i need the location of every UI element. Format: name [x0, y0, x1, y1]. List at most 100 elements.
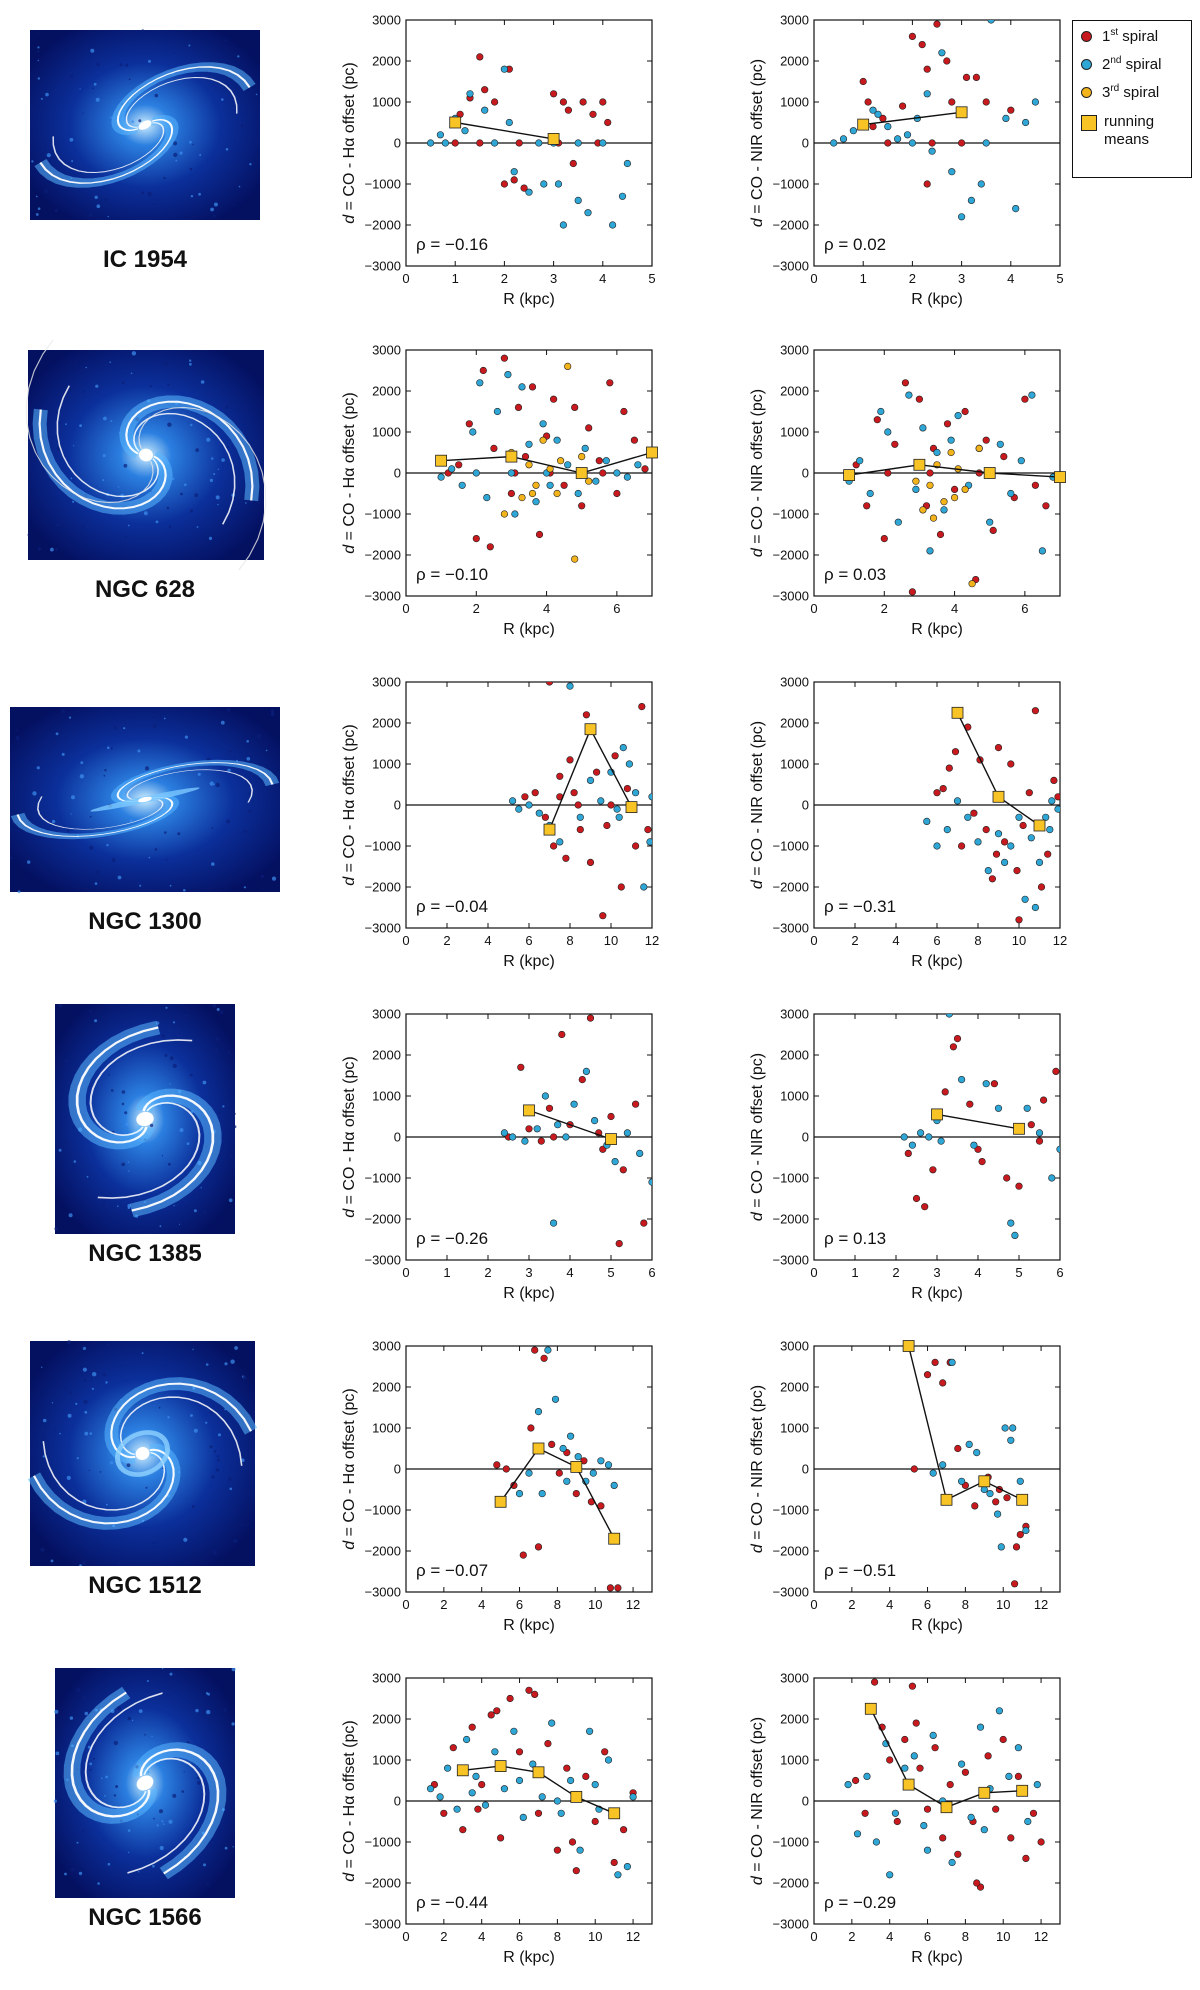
galaxy-name: NGC 628: [94, 576, 196, 603]
y-tick-label: −3000: [772, 589, 809, 604]
running-mean-marker: [955, 106, 968, 119]
second-spiral-point: [551, 1395, 560, 1403]
legend-item-first-spiral: 1st spiral: [1081, 27, 1158, 45]
first-spiral-point: [502, 1465, 510, 1473]
second-spiral-point: [908, 1141, 916, 1149]
galaxy-name: NGC 1512: [88, 1572, 202, 1599]
y-tick-label: −3000: [364, 589, 401, 604]
second-spiral-point: [1007, 1219, 1015, 1227]
second-spiral-point: [928, 147, 936, 155]
first-spiral-point: [562, 854, 570, 862]
first-spiral-point: [521, 793, 529, 801]
first-spiral-point: [572, 1867, 580, 1875]
first-spiral-point: [923, 1371, 932, 1379]
x-tick-label: 3: [550, 271, 557, 286]
x-tick-label: 2: [501, 271, 508, 286]
second-spiral-point: [977, 180, 985, 188]
running-mean-marker: [584, 723, 597, 736]
first-spiral-point: [535, 530, 544, 539]
second-spiral-point: [1012, 205, 1020, 213]
second-spiral-point: [534, 1407, 543, 1416]
y-tick-label: 2000: [372, 54, 401, 69]
first-spiral-point: [863, 502, 871, 510]
first-spiral-point: [641, 465, 649, 473]
second-spiral-point: [937, 1137, 945, 1145]
first-spiral-point: [999, 1735, 1007, 1744]
legend-item-running-means: running means: [1081, 113, 1154, 149]
second-spiral-point: [1056, 1145, 1060, 1153]
second-spiral-point: [510, 168, 518, 176]
first-spiral-point: [566, 756, 574, 764]
x-tick-label: 6: [1056, 1265, 1063, 1280]
first-spiral-point: [1037, 1838, 1045, 1846]
running-mean-marker: [843, 469, 856, 482]
first-spiral-point: [933, 789, 941, 797]
second-spiral-point: [965, 1440, 973, 1448]
second-spiral-point: [539, 420, 547, 428]
first-spiral-point: [607, 801, 615, 809]
first-spiral-point: [945, 764, 953, 772]
second-spiral-point: [866, 489, 874, 498]
correlation-coefficient: ρ = 0.03: [824, 565, 886, 584]
running-means-line: [870, 1708, 1023, 1808]
x-tick-label: 8: [962, 1929, 969, 1944]
second-spiral-point: [1001, 1424, 1009, 1432]
first-spiral-point: [525, 1686, 533, 1694]
second-spiral-point: [592, 477, 600, 485]
first-spiral-point: [638, 702, 646, 711]
second-spiral-point: [463, 1735, 471, 1744]
first-spiral-point: [465, 420, 473, 428]
first-spiral-point: [982, 98, 990, 106]
x-tick-label: 6: [525, 933, 532, 948]
first-spiral-point: [578, 502, 586, 510]
second-spiral-point: [511, 510, 519, 518]
first-spiral-point: [541, 813, 549, 821]
second-spiral-point: [894, 135, 902, 143]
first-spiral-point: [556, 772, 564, 780]
second-spiral-point: [967, 1813, 975, 1821]
second-spiral-point: [877, 407, 885, 416]
second-spiral-point: [554, 180, 563, 188]
y-tick-label: −1000: [364, 507, 401, 522]
second-spiral-point: [546, 481, 554, 489]
second-spiral-point: [900, 1133, 908, 1141]
running-mean-marker: [1013, 1122, 1025, 1135]
first-spiral-point: [550, 842, 558, 850]
second-spiral-point: [623, 159, 632, 168]
first-spiral-point: [951, 748, 960, 756]
running-mean-marker: [902, 1778, 915, 1791]
legend: 1st spiral 2nd spiral 3rd spiral running…: [1072, 20, 1192, 178]
y-tick-label: −1000: [772, 177, 809, 192]
x-tick-label: 10: [588, 1929, 602, 1944]
y-tick-label: −2000: [772, 218, 809, 233]
first-spiral-point: [534, 1809, 543, 1817]
second-spiral-point: [613, 469, 621, 477]
first-spiral-point: [537, 1137, 545, 1145]
running-mean-marker: [575, 467, 588, 479]
correlation-coefficient: ρ = −0.29: [824, 1893, 896, 1912]
first-spiral-point: [951, 485, 959, 493]
first-spiral-point: [954, 1444, 962, 1453]
first-spiral-point: [918, 40, 926, 49]
first-spiral-point: [939, 1379, 947, 1387]
first-spiral-point: [1003, 1174, 1011, 1182]
first-spiral-point: [576, 826, 584, 834]
third-spiral-point: [539, 436, 547, 444]
second-spiral-point: [872, 1838, 880, 1846]
third-spiral-point: [940, 498, 948, 506]
x-tick-label: 4: [1007, 271, 1014, 286]
x-tick-label: 4: [886, 1597, 893, 1612]
y-tick-label: 0: [802, 1794, 809, 1809]
second-spiral-point: [613, 805, 621, 813]
second-spiral-point: [515, 805, 523, 813]
galaxy-name: NGC 1566: [88, 1904, 202, 1931]
y-tick-label: −2000: [364, 1212, 401, 1227]
y-tick-label: 1000: [780, 757, 809, 772]
second-spiral-point: [1002, 114, 1010, 122]
galaxy-image-ngc-628: [25, 340, 267, 570]
x-tick-label: 0: [810, 601, 817, 616]
first-spiral-point: [936, 530, 945, 539]
y-tick-label: −2000: [364, 880, 401, 895]
scatter-panel-ngc-1512-halpha: 0 2 4 6 8 10 12 −3000 −2000 −1000 0 1000 2000 3000 ρ =…: [341, 1339, 653, 1634]
x-axis-label: R (kpc): [911, 1617, 963, 1634]
